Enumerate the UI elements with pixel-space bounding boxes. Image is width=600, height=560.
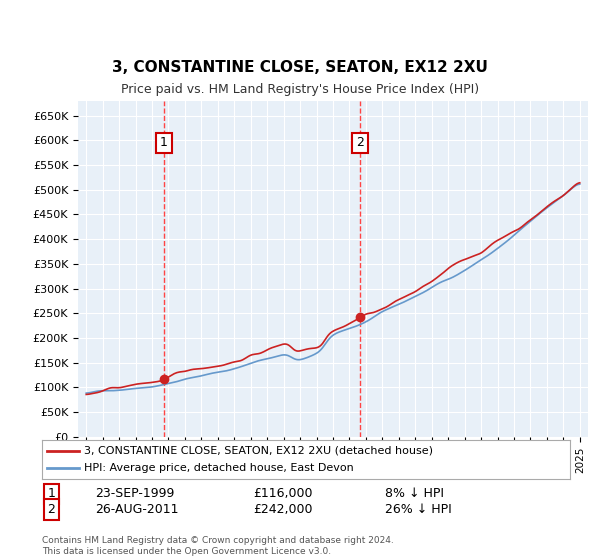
Text: 2: 2	[356, 136, 364, 150]
Text: 26% ↓ HPI: 26% ↓ HPI	[385, 503, 452, 516]
Text: 26-AUG-2011: 26-AUG-2011	[95, 503, 178, 516]
Text: 23-SEP-1999: 23-SEP-1999	[95, 487, 174, 501]
Text: HPI: Average price, detached house, East Devon: HPI: Average price, detached house, East…	[84, 463, 354, 473]
Text: 2: 2	[47, 503, 55, 516]
Text: 1: 1	[160, 136, 168, 150]
Text: Price paid vs. HM Land Registry's House Price Index (HPI): Price paid vs. HM Land Registry's House …	[121, 83, 479, 96]
Text: 8% ↓ HPI: 8% ↓ HPI	[385, 487, 444, 501]
Text: Contains HM Land Registry data © Crown copyright and database right 2024.
This d: Contains HM Land Registry data © Crown c…	[42, 536, 394, 556]
Text: £242,000: £242,000	[253, 503, 313, 516]
Text: 3, CONSTANTINE CLOSE, SEATON, EX12 2XU: 3, CONSTANTINE CLOSE, SEATON, EX12 2XU	[112, 60, 488, 74]
Text: 1: 1	[47, 487, 55, 501]
Text: 3, CONSTANTINE CLOSE, SEATON, EX12 2XU (detached house): 3, CONSTANTINE CLOSE, SEATON, EX12 2XU (…	[84, 446, 433, 456]
Text: £116,000: £116,000	[253, 487, 313, 501]
